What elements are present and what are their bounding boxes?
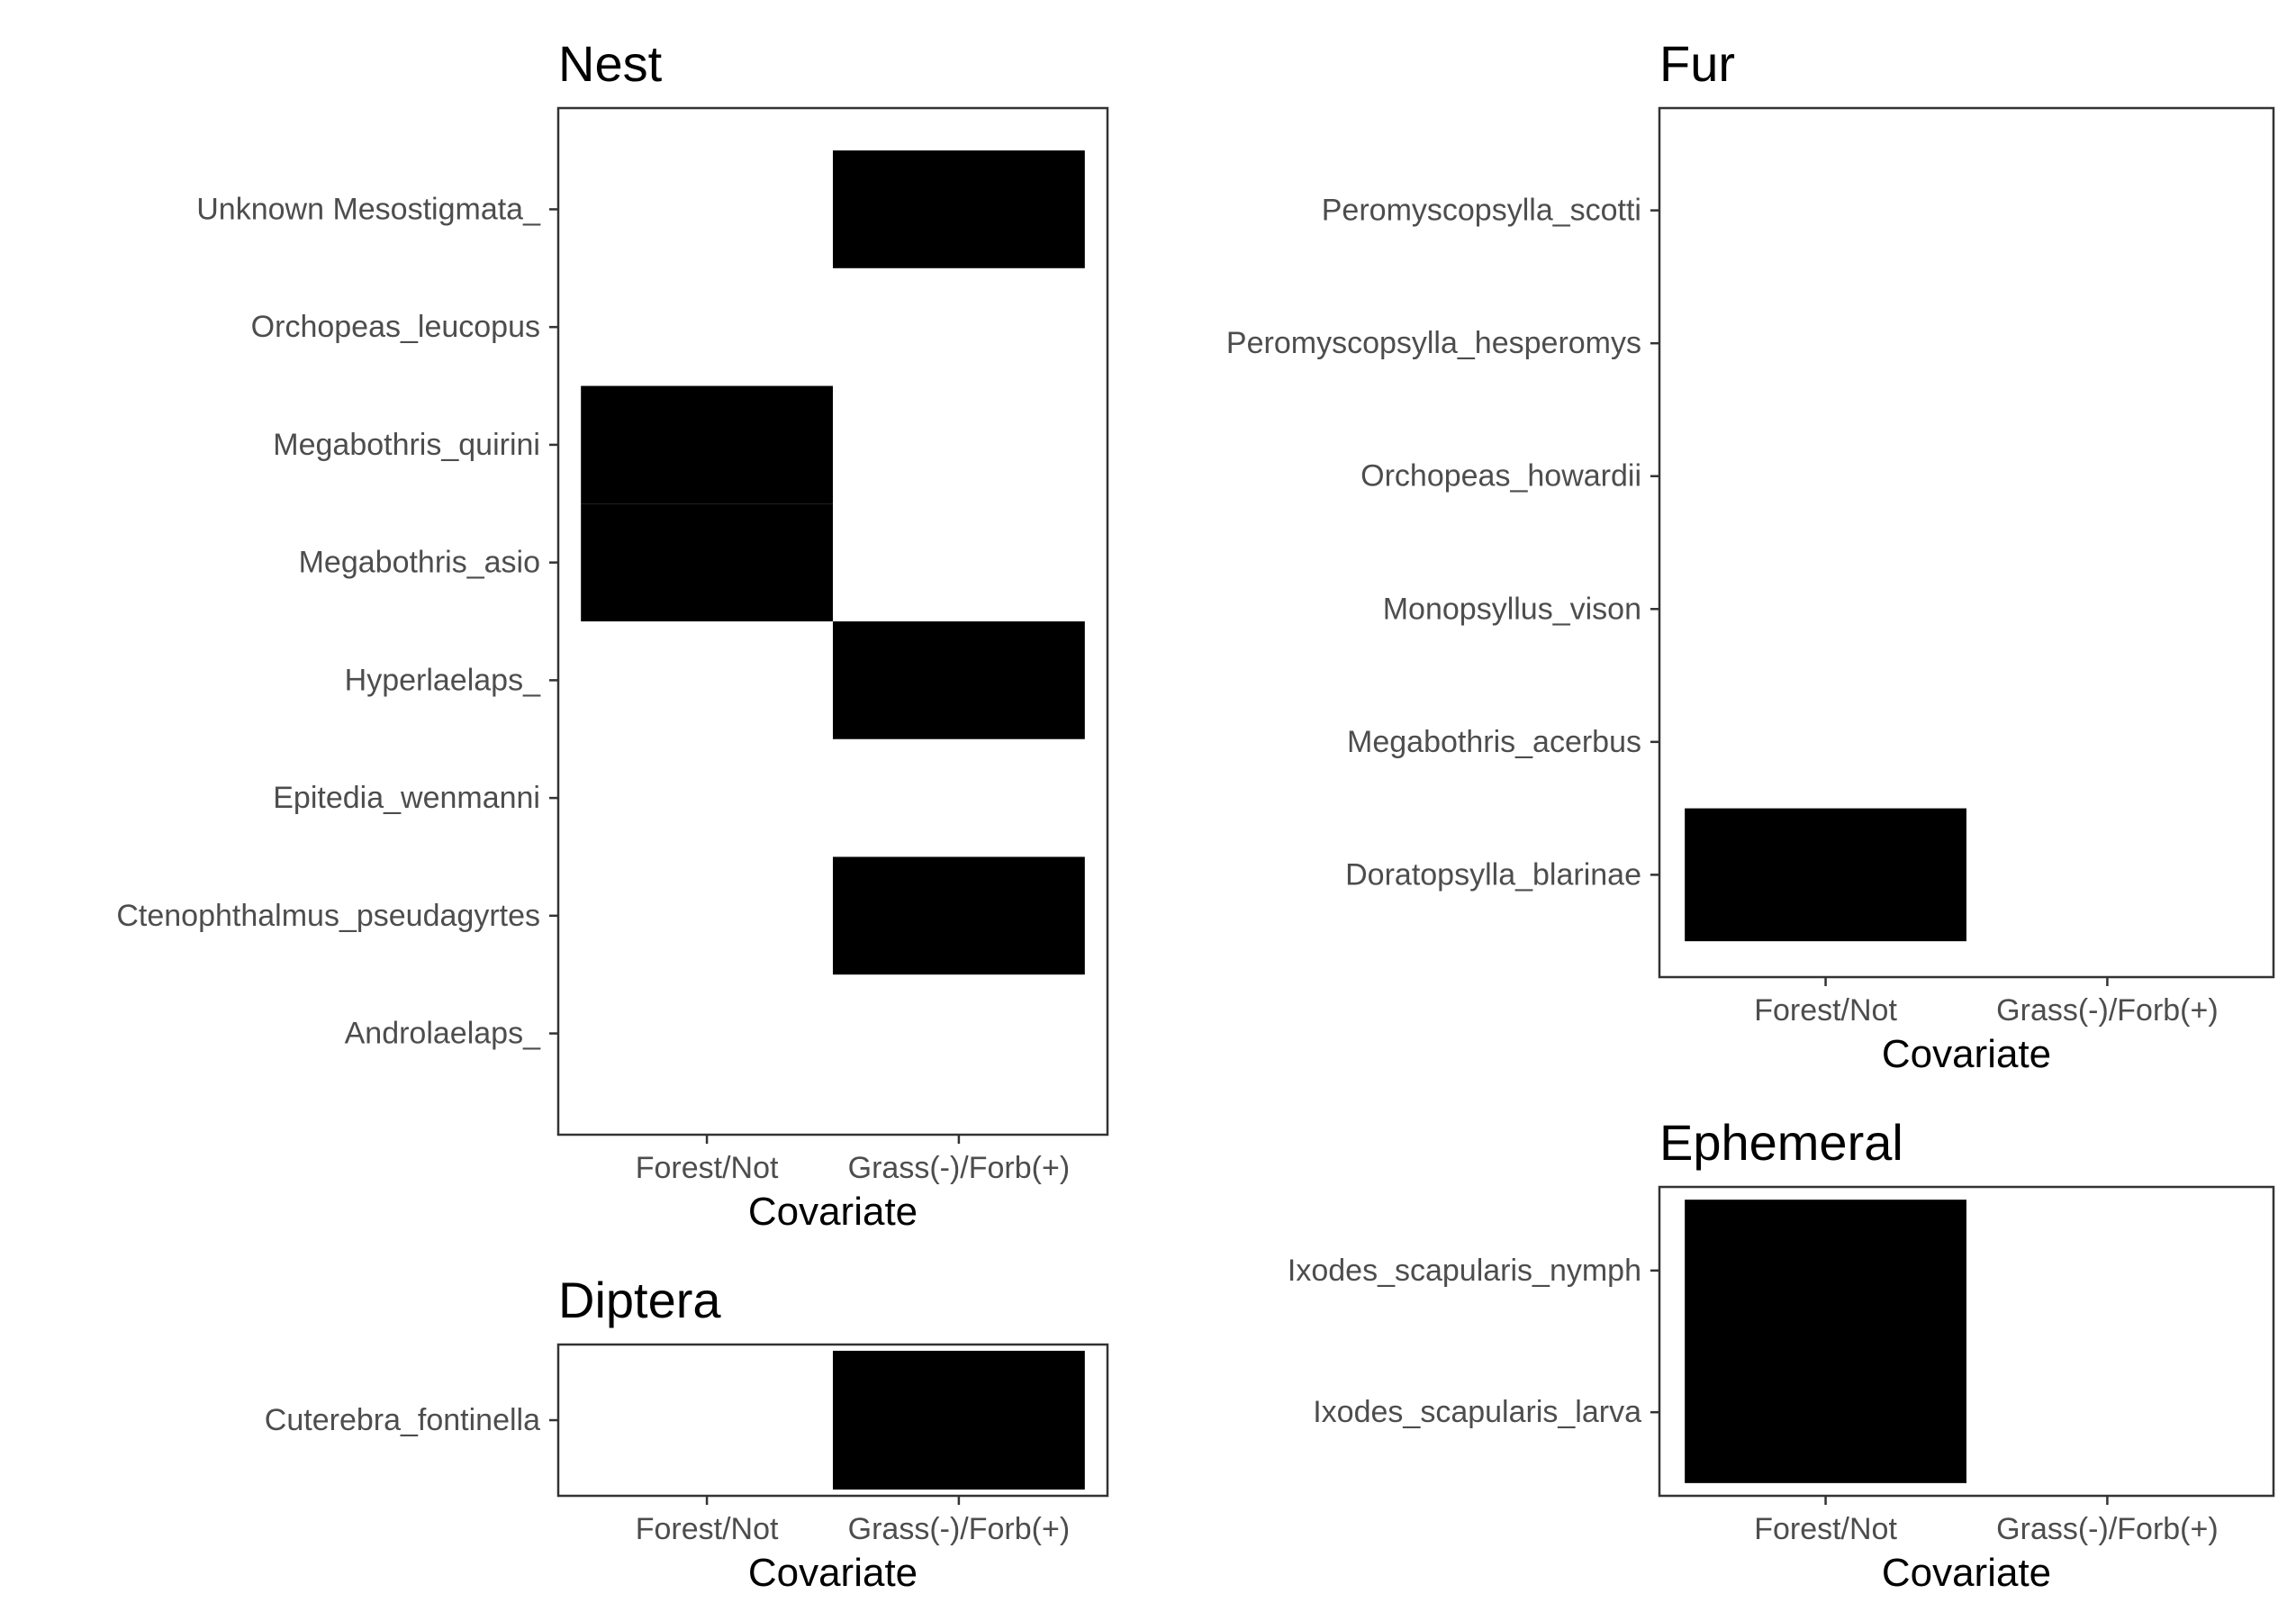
fur-ytick-label-megabothris-acerbus: Megabothris_acerbus <box>1347 725 1641 759</box>
fur-ytick-label-doratopsylla-blarinae: Doratopsylla_blarinae <box>1345 857 1641 892</box>
diptera-tile-cuterebra-fontinella-grass-forb <box>833 1350 1085 1490</box>
fur-ytick-label-orchopeas-howardii: Orchopeas_howardii <box>1360 459 1641 494</box>
ephemeral-tile-ixodes-scapularis-nymph-forest-not <box>1685 1200 1966 1342</box>
fur-ytick-label-peromyscopsylla-hesperomys: Peromyscopsylla_hesperomys <box>1226 326 1641 360</box>
fur-tile-doratopsylla-blarinae-forest-not <box>1685 808 1966 942</box>
ephemeral-ytick-label-ixodes-scapularis-nymph: Ixodes_scapularis_nymph <box>1288 1254 1641 1288</box>
ephemeral-x-axis-title: Covariate <box>1882 1551 2051 1595</box>
nest-tile-megabothris-asio-forest-not <box>581 503 833 621</box>
nest-ytick-label-megabothris-asio: Megabothris_asio <box>299 546 540 580</box>
nest-tile-megabothris-quirini-forest-not <box>581 385 833 504</box>
nest-ytick-label-unknown-mesostigmata: Unknown Mesostigmata_ <box>196 192 541 226</box>
nest-panel-title: Nest <box>558 35 663 92</box>
ephemeral-tile-ixodes-scapularis-larva-forest-not <box>1685 1341 1966 1483</box>
fur-panel-frame <box>1658 106 2275 979</box>
ephemeral-xtick-label-forest-not: Forest/Not <box>1754 1512 1897 1546</box>
fur-xtick-label-forest-not: Forest/Not <box>1754 993 1897 1028</box>
fur-ytick-label-peromyscopsylla-scotti: Peromyscopsylla_scotti <box>1322 194 1641 228</box>
diptera-panel-title: Diptera <box>558 1272 721 1328</box>
fur-x-axis-title: Covariate <box>1882 1032 2051 1076</box>
nest-xtick-label-grass-forb: Grass(-)/Forb(+) <box>848 1151 1071 1185</box>
nest-ytick-label-epitedia-wenmanni: Epitedia_wenmanni <box>273 781 540 815</box>
fur-ytick-label-monopsyllus-vison: Monopsyllus_vison <box>1383 592 1641 626</box>
ephemeral-ytick-label-ixodes-scapularis-larva: Ixodes_scapularis_larva <box>1313 1395 1641 1429</box>
nest-ytick-label-ctenophthalmus-pseudagyrtes: Ctenophthalmus_pseudagyrtes <box>116 899 540 933</box>
fur-panel-title: Fur <box>1659 35 1735 92</box>
nest-ytick-label-hyperlaelaps: Hyperlaelaps_ <box>345 663 541 697</box>
nest-ytick-label-androlaelaps: Androlaelaps_ <box>345 1017 541 1051</box>
nest-tile-ctenophthalmus-pseudagyrtes-grass-forb <box>833 856 1085 975</box>
nest-panel-frame <box>556 106 1109 1137</box>
fur-xtick-label-grass-forb: Grass(-)/Forb(+) <box>1996 993 2219 1028</box>
nest-xtick-label-forest-not: Forest/Not <box>636 1151 779 1185</box>
nest-x-axis-title: Covariate <box>748 1190 917 1234</box>
ephemeral-panel-frame <box>1658 1185 2275 1498</box>
nest-tile-unknown-mesostigmata-grass-forb <box>833 150 1085 268</box>
nest-ytick-label-megabothris-quirini: Megabothris_quirini <box>273 428 540 462</box>
ephemeral-panel-title: Ephemeral <box>1659 1114 1903 1171</box>
diptera-xtick-label-forest-not: Forest/Not <box>636 1512 779 1546</box>
nest-ytick-label-orchopeas-leucopus: Orchopeas_leucopus <box>251 310 540 344</box>
diptera-x-axis-title: Covariate <box>748 1551 917 1595</box>
diptera-ytick-label-cuterebra-fontinella: Cuterebra_fontinella <box>265 1403 540 1437</box>
diptera-xtick-label-grass-forb: Grass(-)/Forb(+) <box>848 1512 1071 1546</box>
nest-tile-hyperlaelaps-grass-forb <box>833 621 1085 739</box>
ephemeral-xtick-label-grass-forb: Grass(-)/Forb(+) <box>1996 1512 2219 1546</box>
